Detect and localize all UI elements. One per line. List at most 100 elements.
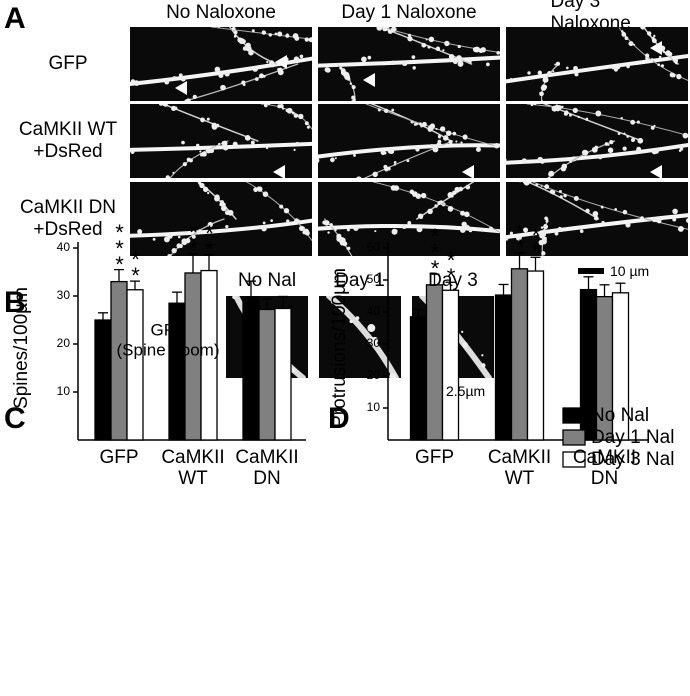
bar [242,296,260,441]
image-content [326,296,399,378]
spine [427,45,431,49]
spine [298,113,304,120]
image-background [318,104,500,178]
row-label: GFP (Spine Zoom) [116,320,220,359]
micrograph [318,104,500,178]
spine [308,37,312,43]
spine [196,230,200,233]
spine [286,219,290,223]
spine [383,108,389,114]
bar [441,289,460,441]
spine [242,46,248,51]
spine [439,200,443,203]
spine [530,104,534,107]
spine [250,140,255,145]
spine [318,158,320,163]
spine [485,62,490,67]
spine [623,132,626,135]
spine [509,231,514,235]
arrowhead [650,41,662,55]
significance-marker: ** [181,219,206,252]
y-tick-label: 60 [366,240,380,255]
spine [285,108,290,113]
spine [545,74,548,78]
bar [126,289,144,441]
spine [227,209,234,216]
spine [645,53,650,58]
spine [331,300,334,304]
y-tick-label: 40 [56,240,70,255]
spine [283,208,290,214]
spine [163,236,170,243]
spine [339,66,343,70]
spine [433,146,438,151]
spine [546,71,552,77]
spine [523,179,525,181]
spine [262,191,269,197]
spine [573,65,578,71]
spine [407,33,412,37]
spine [254,77,259,81]
spine [306,125,310,129]
spine [637,137,644,144]
spine [593,215,599,221]
spine [192,94,197,100]
spine [591,146,598,153]
spine [351,85,356,90]
spine [346,247,349,250]
spine [611,66,615,70]
significance-marker: ** [507,218,533,251]
spine [509,77,513,81]
spine [334,229,337,232]
spine [407,36,413,42]
bar [510,268,529,441]
spine [548,170,555,177]
spine [563,193,567,198]
spine [665,50,671,56]
spine [286,33,289,36]
spine [448,53,455,60]
spine [676,73,682,80]
spine [409,189,415,195]
scale-bar [578,268,604,274]
spine [304,121,309,126]
spine [420,216,423,219]
significance-marker: *** [422,224,448,273]
spine [158,104,164,106]
spine [465,184,471,190]
spine [656,218,662,224]
spine [672,208,678,215]
legend-swatch [562,429,586,446]
dendrite [506,213,688,240]
bar [494,294,513,441]
spine [554,231,559,236]
spine [543,230,547,235]
spine [152,237,156,241]
spine [597,154,603,160]
spine [324,67,330,73]
spine [207,221,213,228]
arrowhead [273,165,285,179]
spine [269,60,275,66]
spine [351,258,354,261]
column-label: Day 3 Naloxone [550,0,631,34]
spine [626,64,630,69]
column-label: No Naloxone [166,2,276,24]
dendrite [532,182,688,230]
spine [460,210,466,216]
spine [261,30,267,35]
spine [550,190,556,195]
spine [657,63,661,67]
image-background [506,27,688,101]
spine [304,37,310,42]
spine [640,27,646,30]
spine [328,296,331,297]
significance-marker: ** [523,223,549,256]
dendrite [130,56,312,86]
dendrite [326,296,399,378]
spine [682,132,688,139]
spine [211,122,217,129]
spine [415,193,422,199]
spine [555,61,561,66]
spine [411,55,416,59]
